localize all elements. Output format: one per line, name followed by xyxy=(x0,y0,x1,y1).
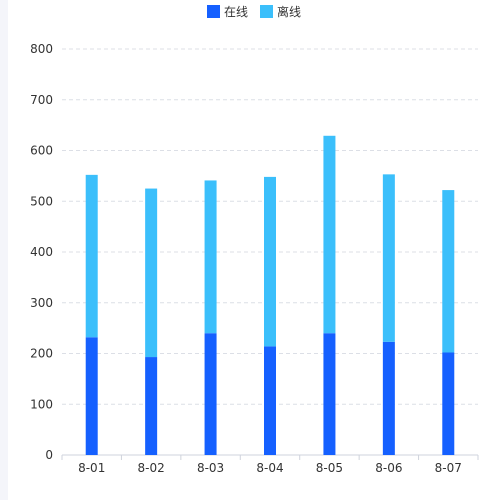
legend-swatch-offline xyxy=(260,5,273,18)
y-tick-label: 200 xyxy=(30,347,53,361)
x-tick-label: 8-02 xyxy=(138,461,165,475)
x-tick-label: 8-04 xyxy=(256,461,283,475)
y-tick-label: 500 xyxy=(30,194,53,208)
y-tick-label: 0 xyxy=(45,448,53,462)
x-tick-label: 8-03 xyxy=(197,461,224,475)
x-tick-label: 8-06 xyxy=(375,461,402,475)
x-tick-label: 8-07 xyxy=(435,461,462,475)
bar-offline[interactable] xyxy=(264,176,276,347)
bar-online[interactable] xyxy=(442,352,455,455)
legend-label-online: 在线 xyxy=(223,5,248,19)
y-tick-label: 300 xyxy=(30,296,53,310)
bar-offline[interactable] xyxy=(442,190,455,353)
bar-online[interactable] xyxy=(204,333,217,455)
bar-offline[interactable] xyxy=(145,188,158,358)
bar-online[interactable] xyxy=(264,346,276,455)
bar-online[interactable] xyxy=(323,333,336,455)
bar-offline[interactable] xyxy=(85,174,98,338)
chart-panel: 在线 离线 0 100 200 300 400 500 600 700 800 8-01 8-02 8… xyxy=(8,0,500,500)
y-tick-label: 400 xyxy=(30,245,53,259)
bar-online[interactable] xyxy=(145,357,158,455)
legend-item-online[interactable]: 在线 xyxy=(206,3,248,20)
y-tick-label: 800 xyxy=(30,42,53,56)
y-tick-label: 600 xyxy=(30,144,53,158)
legend-item-offline[interactable]: 离线 xyxy=(260,3,301,20)
legend-swatch-online xyxy=(206,5,220,18)
legend: 在线 离线 xyxy=(8,3,500,20)
bar-offline[interactable] xyxy=(204,180,217,334)
x-tick-label: 8-01 xyxy=(78,461,105,475)
bar-offline[interactable] xyxy=(382,174,395,342)
bar-offline[interactable] xyxy=(323,135,336,334)
x-tick-label: 8-05 xyxy=(316,461,343,475)
legend-label-offline: 离线 xyxy=(277,5,302,19)
bar-chart: 0 100 200 300 400 500 600 700 800 8-01 8-02 8-03 8-0… xyxy=(30,42,479,475)
y-tick-label: 700 xyxy=(30,93,53,107)
bar-online[interactable] xyxy=(382,341,395,455)
y-tick-label: 100 xyxy=(30,397,53,411)
bar-online[interactable] xyxy=(85,337,98,455)
